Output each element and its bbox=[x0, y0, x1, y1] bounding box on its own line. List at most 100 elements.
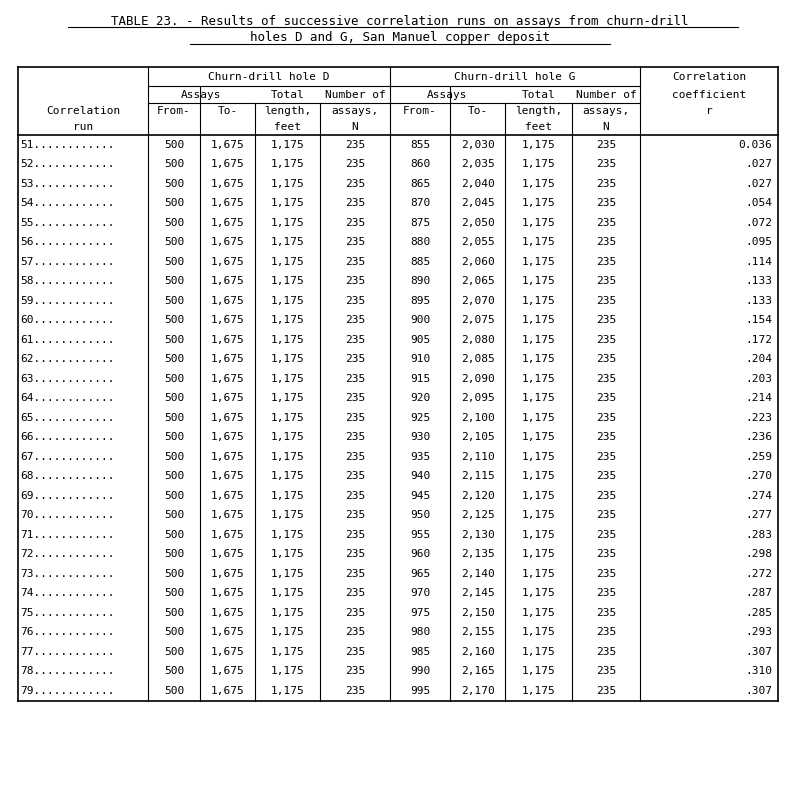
Text: 965: 965 bbox=[410, 569, 430, 578]
Text: 1,675: 1,675 bbox=[210, 510, 244, 520]
Text: 1,675: 1,675 bbox=[210, 198, 244, 209]
Text: 1,675: 1,675 bbox=[210, 374, 244, 384]
Text: 235: 235 bbox=[345, 354, 365, 364]
Text: 59............: 59............ bbox=[20, 296, 114, 306]
Text: 2,045: 2,045 bbox=[461, 198, 494, 209]
Text: 65............: 65............ bbox=[20, 412, 114, 423]
Text: 61............: 61............ bbox=[20, 334, 114, 345]
Text: 500: 500 bbox=[164, 452, 184, 462]
Text: 500: 500 bbox=[164, 394, 184, 403]
Text: .027: .027 bbox=[745, 159, 772, 169]
Text: 2,080: 2,080 bbox=[461, 334, 494, 345]
Text: 500: 500 bbox=[164, 530, 184, 540]
Text: 1,175: 1,175 bbox=[522, 316, 555, 325]
Text: Assays: Assays bbox=[182, 90, 222, 99]
Text: 1,175: 1,175 bbox=[522, 549, 555, 560]
Text: 1,175: 1,175 bbox=[270, 316, 304, 325]
Text: 1,175: 1,175 bbox=[522, 179, 555, 189]
Text: 1,175: 1,175 bbox=[270, 471, 304, 481]
Text: 235: 235 bbox=[345, 159, 365, 169]
Text: 1,675: 1,675 bbox=[210, 276, 244, 286]
Text: 235: 235 bbox=[596, 491, 616, 501]
Text: 235: 235 bbox=[345, 334, 365, 345]
Text: 1,175: 1,175 bbox=[522, 159, 555, 169]
Text: 895: 895 bbox=[410, 296, 430, 306]
Text: 960: 960 bbox=[410, 549, 430, 560]
Text: 1,175: 1,175 bbox=[522, 647, 555, 656]
Text: 235: 235 bbox=[345, 296, 365, 306]
Text: 235: 235 bbox=[596, 667, 616, 676]
Text: 1,675: 1,675 bbox=[210, 685, 244, 696]
Text: 910: 910 bbox=[410, 354, 430, 364]
Text: .072: .072 bbox=[745, 218, 772, 227]
Text: .172: .172 bbox=[745, 334, 772, 345]
Text: feet: feet bbox=[274, 123, 301, 132]
Text: Total: Total bbox=[270, 90, 304, 99]
Text: 235: 235 bbox=[345, 316, 365, 325]
Text: 1,675: 1,675 bbox=[210, 452, 244, 462]
Text: .154: .154 bbox=[745, 316, 772, 325]
Text: 235: 235 bbox=[596, 237, 616, 247]
Text: 1,175: 1,175 bbox=[270, 296, 304, 306]
Text: 995: 995 bbox=[410, 685, 430, 696]
Text: 2,055: 2,055 bbox=[461, 237, 494, 247]
Text: 1,675: 1,675 bbox=[210, 218, 244, 227]
Text: 2,120: 2,120 bbox=[461, 491, 494, 501]
Text: To-: To- bbox=[467, 106, 488, 116]
Text: From-: From- bbox=[403, 106, 437, 116]
Text: .204: .204 bbox=[745, 354, 772, 364]
Text: 235: 235 bbox=[345, 530, 365, 540]
Text: 2,135: 2,135 bbox=[461, 549, 494, 560]
Text: 870: 870 bbox=[410, 198, 430, 209]
Text: 1,175: 1,175 bbox=[522, 627, 555, 637]
Text: 235: 235 bbox=[345, 608, 365, 618]
Text: feet: feet bbox=[525, 123, 552, 132]
Text: .274: .274 bbox=[745, 491, 772, 501]
Text: 235: 235 bbox=[345, 374, 365, 384]
Text: 500: 500 bbox=[164, 334, 184, 345]
Text: 1,675: 1,675 bbox=[210, 334, 244, 345]
Text: 2,160: 2,160 bbox=[461, 647, 494, 656]
Text: From-: From- bbox=[157, 106, 191, 116]
Text: 2,060: 2,060 bbox=[461, 257, 494, 267]
Text: 64............: 64............ bbox=[20, 394, 114, 403]
Text: .293: .293 bbox=[745, 627, 772, 637]
Text: .027: .027 bbox=[745, 179, 772, 189]
Text: 70............: 70............ bbox=[20, 510, 114, 520]
Text: 885: 885 bbox=[410, 257, 430, 267]
Text: 1,175: 1,175 bbox=[522, 218, 555, 227]
Text: 235: 235 bbox=[596, 569, 616, 578]
Text: 2,165: 2,165 bbox=[461, 667, 494, 676]
Text: .203: .203 bbox=[745, 374, 772, 384]
Text: N: N bbox=[352, 123, 358, 132]
Text: 2,140: 2,140 bbox=[461, 569, 494, 578]
Text: 1,175: 1,175 bbox=[522, 276, 555, 286]
Text: 500: 500 bbox=[164, 588, 184, 598]
Text: 1,175: 1,175 bbox=[270, 608, 304, 618]
Text: 500: 500 bbox=[164, 471, 184, 481]
Text: 57............: 57............ bbox=[20, 257, 114, 267]
Text: 930: 930 bbox=[410, 432, 430, 442]
Text: 2,050: 2,050 bbox=[461, 218, 494, 227]
Text: 500: 500 bbox=[164, 316, 184, 325]
Text: 235: 235 bbox=[596, 412, 616, 423]
Text: 2,155: 2,155 bbox=[461, 627, 494, 637]
Text: 235: 235 bbox=[345, 491, 365, 501]
Text: 235: 235 bbox=[345, 452, 365, 462]
Text: .283: .283 bbox=[745, 530, 772, 540]
Text: 235: 235 bbox=[596, 218, 616, 227]
Text: 79............: 79............ bbox=[20, 685, 114, 696]
Text: 2,035: 2,035 bbox=[461, 159, 494, 169]
Text: 2,145: 2,145 bbox=[461, 588, 494, 598]
Text: 66............: 66............ bbox=[20, 432, 114, 442]
Text: 1,175: 1,175 bbox=[522, 140, 555, 150]
Text: 990: 990 bbox=[410, 667, 430, 676]
Text: 235: 235 bbox=[345, 667, 365, 676]
Text: .223: .223 bbox=[745, 412, 772, 423]
Text: 500: 500 bbox=[164, 667, 184, 676]
Text: 1,175: 1,175 bbox=[270, 140, 304, 150]
Text: Churn-drill hole D: Churn-drill hole D bbox=[208, 72, 330, 82]
Text: 77............: 77............ bbox=[20, 647, 114, 656]
Text: .236: .236 bbox=[745, 432, 772, 442]
Text: 1,675: 1,675 bbox=[210, 549, 244, 560]
